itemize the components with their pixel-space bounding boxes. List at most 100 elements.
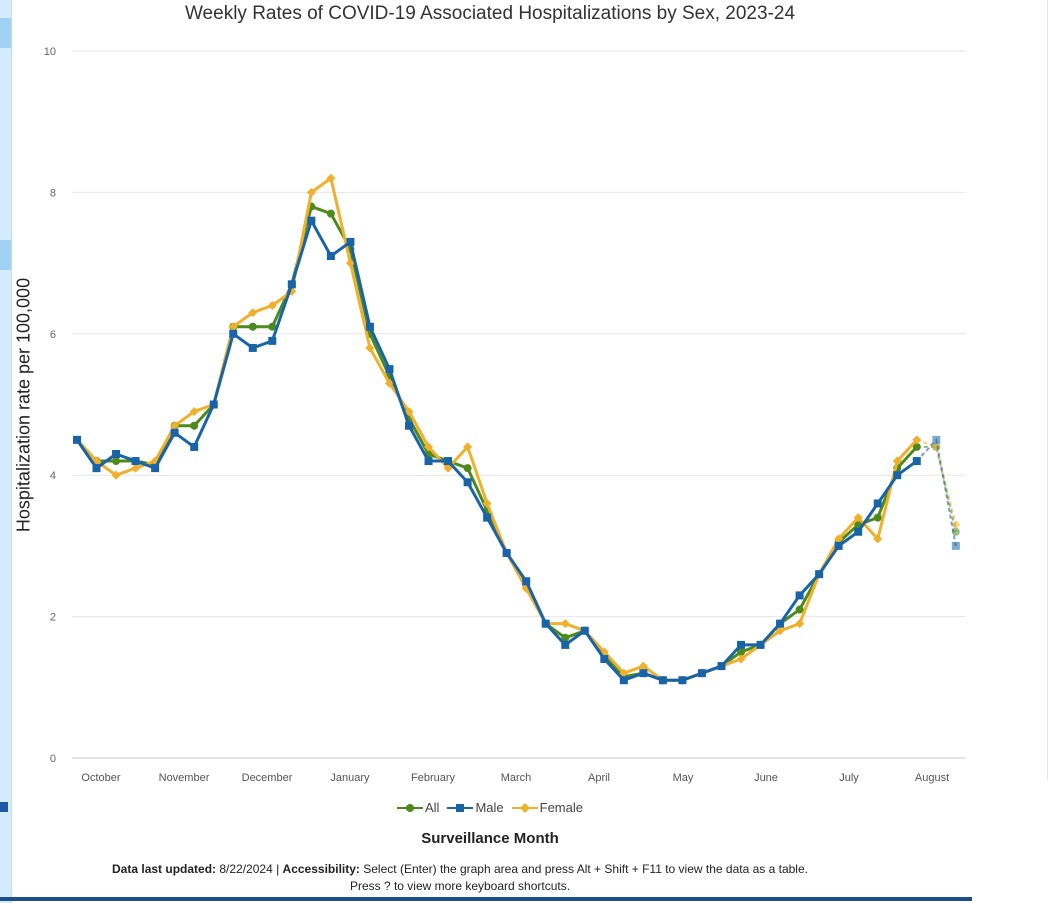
data-point bbox=[326, 252, 335, 261]
data-point bbox=[385, 365, 394, 374]
data-point bbox=[404, 407, 414, 417]
data-point bbox=[424, 442, 434, 452]
data-point bbox=[248, 308, 258, 318]
data-point bbox=[228, 322, 238, 332]
data-point bbox=[463, 442, 473, 452]
series-male bbox=[73, 216, 960, 685]
data-point bbox=[522, 577, 531, 586]
data-point bbox=[190, 421, 199, 430]
data-point bbox=[912, 435, 922, 445]
data-point bbox=[248, 322, 257, 331]
sidebar-marker bbox=[0, 802, 8, 812]
data-point bbox=[756, 640, 765, 649]
series-line bbox=[75, 219, 918, 682]
data-point bbox=[912, 442, 921, 451]
accessibility-label: Accessibility: bbox=[282, 862, 360, 876]
data-point bbox=[951, 541, 960, 550]
legend-label-female: Female bbox=[539, 800, 583, 815]
data-point bbox=[365, 343, 375, 353]
x-tick-label: January bbox=[330, 772, 370, 784]
data-point bbox=[893, 471, 902, 480]
y-tick-label: 8 bbox=[50, 187, 56, 199]
data-point bbox=[463, 464, 472, 473]
x-tick-label: July bbox=[839, 772, 859, 784]
data-point bbox=[287, 280, 296, 289]
x-axis-title: Surveillance Month bbox=[421, 830, 559, 847]
data-point bbox=[932, 435, 941, 444]
data-point bbox=[639, 669, 648, 678]
legend-label-male: Male bbox=[475, 800, 504, 815]
data-point bbox=[170, 421, 180, 431]
data-point bbox=[502, 548, 511, 557]
data-point bbox=[795, 591, 804, 600]
legend-item-all[interactable]: All bbox=[397, 800, 439, 815]
data-point bbox=[482, 498, 492, 508]
left-sidebar-strip bbox=[0, 0, 12, 903]
data-point bbox=[873, 499, 882, 508]
data-point bbox=[151, 464, 160, 473]
data-point bbox=[268, 336, 277, 345]
y-tick-label: 2 bbox=[50, 612, 56, 624]
data-point bbox=[170, 428, 179, 437]
x-tick-label: December bbox=[242, 772, 293, 784]
data-point bbox=[229, 329, 238, 338]
updated-label: Data last updated: bbox=[112, 862, 217, 876]
data-point bbox=[815, 570, 824, 579]
data-point bbox=[112, 449, 121, 458]
x-tick-label: June bbox=[754, 772, 778, 784]
data-point bbox=[560, 619, 570, 629]
preliminary-point-group bbox=[951, 520, 961, 530]
legend-all-icon bbox=[397, 803, 423, 812]
legend-item-male[interactable]: Male bbox=[447, 800, 504, 815]
x-tick-label: August bbox=[915, 772, 949, 784]
data-point bbox=[717, 662, 726, 671]
chart-title: Weekly Rates of COVID-19 Associated Hosp… bbox=[184, 3, 796, 24]
data-point bbox=[912, 457, 921, 466]
y-tick-label: 10 bbox=[44, 46, 56, 58]
right-edge-divider bbox=[1047, 0, 1048, 780]
data-point bbox=[405, 421, 414, 430]
footnote-line-1: Data last updated: 8/22/2024 | Accessibi… bbox=[0, 861, 920, 878]
grid-lines bbox=[72, 50, 965, 759]
data-point bbox=[424, 457, 433, 466]
data-point bbox=[346, 237, 355, 246]
series-line-preliminary bbox=[916, 445, 957, 532]
data-point bbox=[776, 619, 785, 628]
data-point bbox=[111, 470, 121, 480]
legend-label-all: All bbox=[425, 800, 440, 815]
data-point bbox=[619, 676, 628, 685]
data-point bbox=[619, 668, 629, 678]
accessibility-text: Select (Enter) the graph area and press … bbox=[359, 862, 808, 876]
y-axis-ticks: 0 2 4 6 8 10 bbox=[44, 46, 56, 765]
y-tick-label: 6 bbox=[50, 329, 56, 341]
data-point bbox=[384, 378, 394, 388]
series-group bbox=[72, 173, 961, 685]
data-point bbox=[443, 463, 453, 473]
data-point bbox=[678, 676, 687, 685]
data-point bbox=[444, 457, 453, 466]
preliminary-point-group bbox=[951, 541, 960, 550]
series-female bbox=[72, 173, 961, 685]
sidebar-block bbox=[0, 240, 11, 270]
data-point bbox=[306, 187, 316, 197]
legend-female-icon bbox=[511, 802, 538, 813]
legend-item-female[interactable]: Female bbox=[511, 800, 583, 815]
series-line-preliminary bbox=[916, 437, 957, 547]
data-point bbox=[463, 478, 472, 487]
updated-value: 8/22/2024 | bbox=[216, 862, 283, 876]
data-point bbox=[131, 463, 141, 473]
footnote: Data last updated: 8/22/2024 | Accessibi… bbox=[0, 861, 920, 895]
data-point bbox=[600, 655, 609, 664]
data-point bbox=[736, 654, 746, 664]
data-point bbox=[307, 216, 316, 225]
data-point bbox=[737, 647, 746, 656]
data-point bbox=[541, 619, 550, 628]
data-point bbox=[873, 534, 883, 544]
data-point bbox=[326, 209, 335, 218]
y-tick-label: 0 bbox=[50, 753, 56, 765]
data-point bbox=[580, 626, 589, 635]
data-point bbox=[268, 322, 277, 331]
data-point bbox=[248, 343, 257, 352]
bottom-bar bbox=[0, 897, 972, 901]
